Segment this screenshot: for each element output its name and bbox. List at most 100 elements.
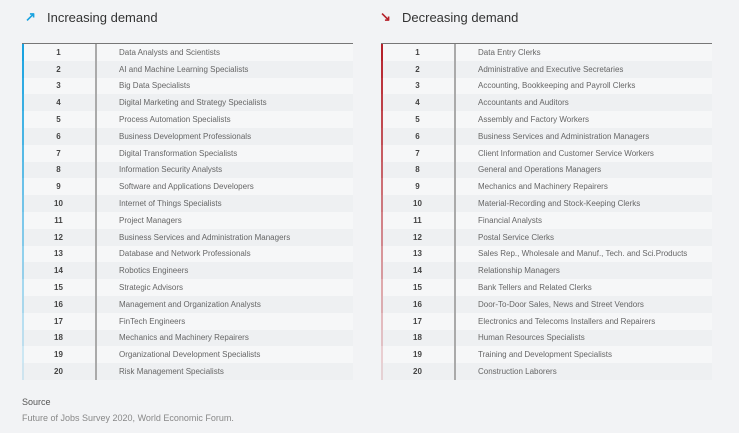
rank-number: 11 bbox=[22, 211, 97, 229]
job-title: Business Development Professionals bbox=[119, 131, 252, 141]
job-title: Relationship Managers bbox=[478, 266, 560, 276]
arrow-down-right-icon: ↘ bbox=[380, 9, 391, 24]
job-title: Mechanics and Machinery Repairers bbox=[478, 182, 608, 192]
job-title: Material-Recording and Stock-Keeping Cle… bbox=[478, 199, 641, 209]
job-title: Client Information and Customer Service … bbox=[478, 148, 654, 158]
rank-color-bar bbox=[381, 94, 383, 112]
table-row: 17 Electronics and Telecoms Installers an… bbox=[381, 312, 712, 330]
increasing-demand-header: ↗ Increasing demand bbox=[22, 9, 158, 25]
job-title: FinTech Engineers bbox=[119, 316, 186, 326]
table-row: 7 Client Information and Customer Service… bbox=[381, 144, 712, 162]
table-row: 1 Data Entry Clerks bbox=[381, 44, 712, 61]
table-row: 19 Training and Development Specialists bbox=[381, 346, 712, 364]
table-row: 9 Software and Applications Developers bbox=[22, 178, 353, 196]
rank-color-bar bbox=[381, 312, 383, 330]
job-title: AI and Machine Learning Specialists bbox=[119, 64, 249, 74]
table-row: 16 Management and Organization Analysts bbox=[22, 295, 353, 313]
job-title: Big Data Specialists bbox=[119, 81, 191, 91]
job-title: Accounting, Bookkeeping and Payroll Cler… bbox=[478, 81, 636, 91]
rank-number: 10 bbox=[22, 195, 97, 212]
rank-number: 11 bbox=[381, 211, 456, 229]
job-title: Accountants and Auditors bbox=[478, 98, 569, 108]
rank-color-bar bbox=[22, 161, 24, 179]
table-row: 7 Digital Transformation Specialists bbox=[22, 144, 353, 162]
rank-color-bar bbox=[22, 77, 24, 95]
rank-color-bar bbox=[22, 262, 24, 280]
rank-color-bar bbox=[22, 346, 24, 364]
table-row: 3 Accounting, Bookkeeping and Payroll Cle… bbox=[381, 77, 712, 95]
rank-color-bar bbox=[22, 211, 24, 229]
rank-number: 10 bbox=[381, 195, 456, 212]
job-title: Strategic Advisors bbox=[119, 283, 184, 293]
job-title: Digital Marketing and Strategy Specialis… bbox=[119, 98, 267, 108]
job-title: Human Resources Specialists bbox=[478, 333, 585, 343]
rank-color-bar bbox=[381, 211, 383, 229]
rank-color-bar bbox=[22, 127, 24, 145]
job-title: Database and Network Professionals bbox=[119, 249, 251, 259]
rank-number: 6 bbox=[381, 127, 456, 145]
job-title: Bank Tellers and Related Clerks bbox=[478, 283, 592, 293]
rank-number: 4 bbox=[381, 94, 456, 112]
rank-color-bar bbox=[22, 312, 24, 330]
decreasing-demand-title: Decreasing demand bbox=[402, 9, 519, 25]
rank-color-bar bbox=[381, 161, 383, 179]
table-row: 19 Organizational Development Specialists bbox=[22, 346, 353, 364]
rank-number: 15 bbox=[381, 279, 456, 296]
job-title: Construction Laborers bbox=[478, 367, 557, 377]
table-row: 6 Business Development Professionals bbox=[22, 127, 353, 145]
table-row: 6 Business Services and Administration Ma… bbox=[381, 127, 712, 145]
table-row: 10 Material-Recording and Stock-Keeping C… bbox=[381, 195, 712, 212]
rank-color-bar bbox=[381, 144, 383, 162]
table-row: 18 Human Resources Specialists bbox=[381, 329, 712, 347]
rank-number: 15 bbox=[22, 279, 97, 296]
table-row: 12 Postal Service Clerks bbox=[381, 228, 712, 246]
job-title: Digital Transformation Specialists bbox=[119, 148, 238, 158]
rank-color-bar bbox=[22, 245, 24, 263]
rank-number: 14 bbox=[22, 262, 97, 280]
job-title: Financial Analysts bbox=[478, 215, 543, 225]
increasing-demand-title: Increasing demand bbox=[47, 9, 158, 25]
job-title: Assembly and Factory Workers bbox=[478, 115, 589, 125]
rank-color-bar bbox=[381, 245, 383, 263]
job-title: Training and Development Specialists bbox=[478, 350, 612, 360]
job-title: Information Security Analysts bbox=[119, 165, 223, 175]
table-row: 4 Digital Marketing and Strategy Speciali… bbox=[22, 94, 353, 112]
rank-number: 2 bbox=[381, 60, 456, 78]
job-title: Organizational Development Specialists bbox=[119, 350, 261, 360]
job-title: Project Managers bbox=[119, 215, 182, 225]
rank-number: 18 bbox=[22, 329, 97, 347]
rank-color-bar bbox=[381, 329, 383, 347]
rank-number: 3 bbox=[381, 77, 456, 95]
job-title: Management and Organization Analysts bbox=[119, 299, 261, 309]
rank-number: 12 bbox=[22, 228, 97, 246]
rank-color-bar bbox=[22, 195, 24, 212]
table-row: 14 Relationship Managers bbox=[381, 262, 712, 280]
table-row: 15 Strategic Advisors bbox=[22, 279, 353, 296]
job-title: Mechanics and Machinery Repairers bbox=[119, 333, 249, 343]
job-title: Door-To-Door Sales, News and Street Vend… bbox=[478, 299, 644, 309]
rank-number: 12 bbox=[381, 228, 456, 246]
decreasing-demand-header: ↘ Decreasing demand bbox=[380, 9, 519, 25]
source-text: Future of Jobs Survey 2020, World Econom… bbox=[22, 413, 234, 423]
rank-color-bar bbox=[381, 346, 383, 364]
table-row: 5 Assembly and Factory Workers bbox=[381, 111, 712, 128]
rank-number: 20 bbox=[381, 363, 456, 380]
table-row: 13 Sales Rep., Wholesale and Manuf., Tech… bbox=[381, 245, 712, 263]
rank-color-bar bbox=[381, 363, 383, 380]
rank-number: 13 bbox=[381, 245, 456, 263]
rank-color-bar bbox=[381, 77, 383, 95]
rank-number: 14 bbox=[381, 262, 456, 280]
job-title: Process Automation Specialists bbox=[119, 115, 231, 125]
table-row: 14 Robotics Engineers bbox=[22, 262, 353, 280]
rank-number: 19 bbox=[22, 346, 97, 364]
job-title: Electronics and Telecoms Installers and … bbox=[478, 316, 656, 326]
rank-color-bar bbox=[381, 262, 383, 280]
rank-color-bar bbox=[22, 144, 24, 162]
rank-number: 3 bbox=[22, 77, 97, 95]
table-row: 9 Mechanics and Machinery Repairers bbox=[381, 178, 712, 196]
increasing-demand-table: 1 Data Analysts and Scientists 2 AI and Mac… bbox=[22, 43, 353, 380]
rank-number: 9 bbox=[22, 178, 97, 196]
rank-color-bar bbox=[22, 94, 24, 112]
rank-number: 1 bbox=[381, 44, 456, 61]
table-row: 3 Big Data Specialists bbox=[22, 77, 353, 95]
